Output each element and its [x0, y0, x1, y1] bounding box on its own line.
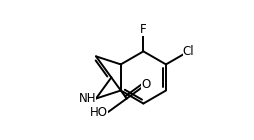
Text: NH: NH — [78, 92, 96, 105]
Text: F: F — [140, 23, 147, 36]
Text: HO: HO — [90, 106, 108, 119]
Text: Cl: Cl — [183, 45, 194, 58]
Text: O: O — [141, 78, 150, 91]
